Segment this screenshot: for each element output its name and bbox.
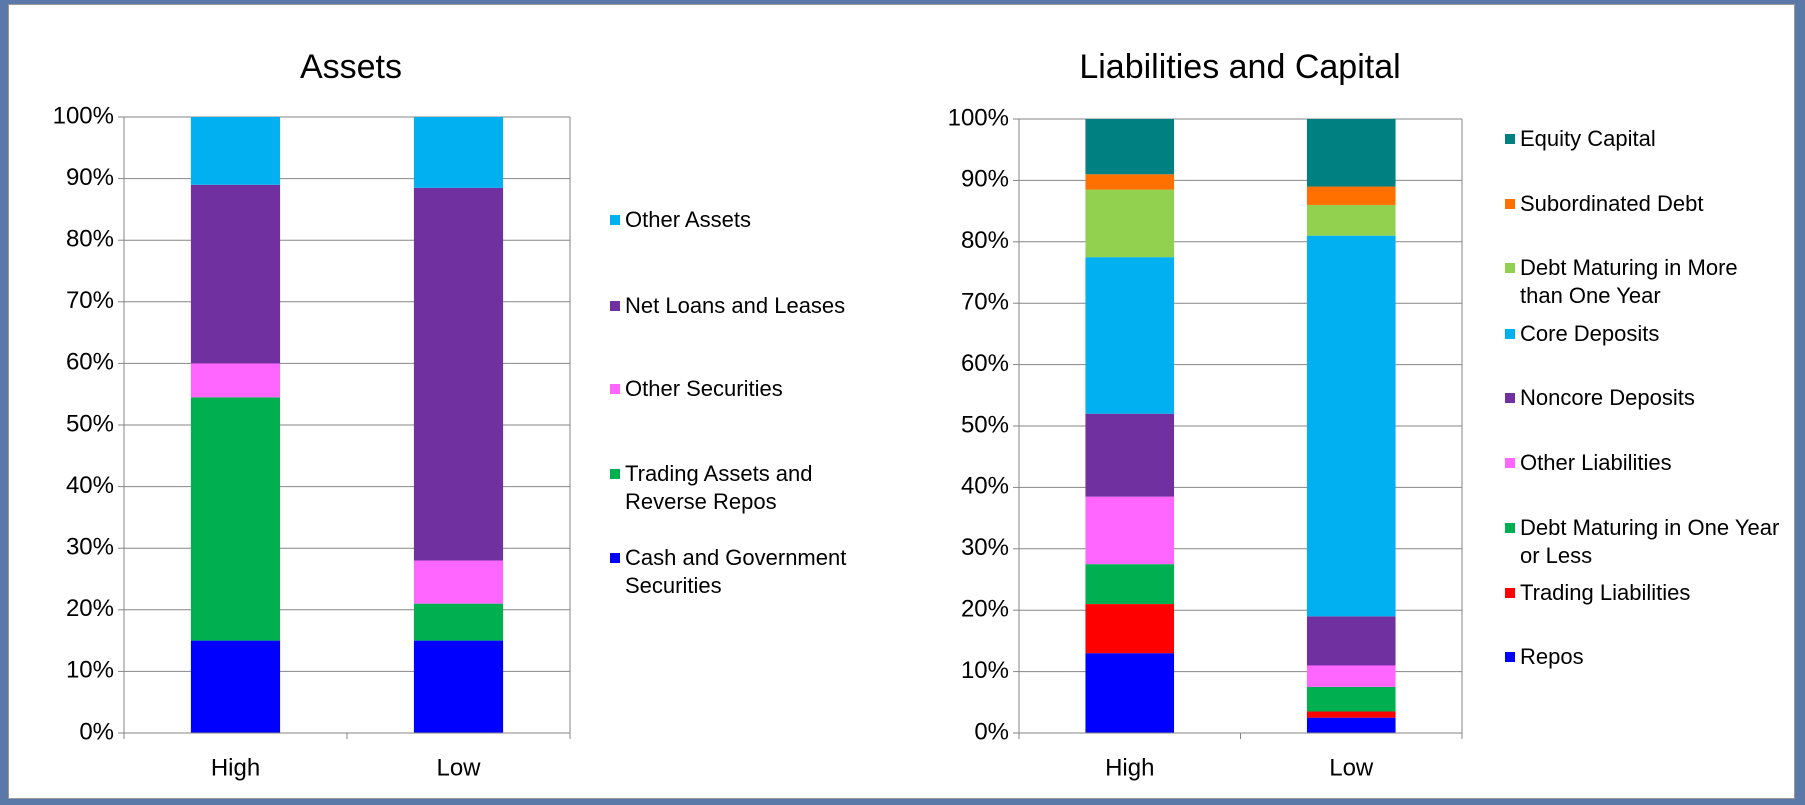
bar-segment <box>413 117 504 188</box>
legend-label: Repos <box>1520 644 1584 669</box>
bar-segment <box>1085 496 1175 565</box>
legend-swatch <box>1505 393 1515 403</box>
legend-label: Net Loans and Leases <box>625 293 846 318</box>
bar-segment <box>413 187 504 561</box>
legend-label: Trading Liabilities <box>1520 580 1691 605</box>
bar-segment <box>1306 665 1396 687</box>
legend-label: Noncore Deposits <box>1520 385 1695 410</box>
legend-swatch <box>1505 263 1515 273</box>
bar-segment <box>190 397 281 641</box>
bar-segment <box>1306 616 1396 666</box>
x-tick-label: Low <box>436 754 481 781</box>
legend-swatch <box>1505 329 1515 339</box>
chart-title: Liabilities and Capital <box>1079 48 1400 86</box>
y-tick-label: 40% <box>961 473 1009 500</box>
y-tick-label: 50% <box>66 410 114 437</box>
y-tick-label: 80% <box>961 227 1009 254</box>
y-tick-label: 0% <box>79 718 114 745</box>
y-tick-label: 60% <box>66 349 114 376</box>
y-tick-label: 50% <box>961 411 1009 438</box>
y-tick-label: 60% <box>961 350 1009 377</box>
legend-label: Other Liabilities <box>1520 450 1672 475</box>
bar-segment <box>190 184 281 364</box>
bar-segment <box>1085 174 1175 190</box>
bar-segment <box>190 363 281 398</box>
bar-segment <box>1085 119 1175 175</box>
legend-swatch <box>1505 588 1515 598</box>
y-tick-label: 40% <box>66 472 114 499</box>
legend-swatch <box>610 215 620 225</box>
bar-segment <box>1306 235 1396 617</box>
y-tick-label: 10% <box>961 657 1009 684</box>
x-tick-label: High <box>211 754 260 781</box>
legend-swatch <box>1505 199 1515 209</box>
bar-segment <box>190 117 281 185</box>
legend-label: Subordinated Debt <box>1520 191 1704 216</box>
chart-frame <box>8 4 1795 799</box>
legend-swatch <box>610 469 620 479</box>
legend-label: Equity Capital <box>1520 126 1656 151</box>
legend-swatch <box>610 384 620 394</box>
y-tick-label: 20% <box>961 596 1009 623</box>
legend-swatch <box>610 301 620 311</box>
x-tick-label: Low <box>1329 754 1374 781</box>
legend-swatch <box>1505 652 1515 662</box>
legend-swatch <box>1505 458 1515 468</box>
y-tick-label: 100% <box>948 104 1009 131</box>
y-tick-label: 20% <box>66 595 114 622</box>
y-tick-label: 100% <box>53 102 114 129</box>
legend-swatch <box>610 553 620 563</box>
x-tick-label: High <box>1105 754 1154 781</box>
bar-segment <box>1085 604 1175 654</box>
bar-segment <box>1085 413 1175 497</box>
legend-label: Debt Maturing in More than One Year <box>1520 255 1738 308</box>
legend-swatch <box>1505 523 1515 533</box>
bar-segment <box>1306 186 1396 205</box>
bar-segment <box>1306 204 1396 236</box>
legend-label: Cash and Government Securities <box>625 545 847 598</box>
y-tick-label: 90% <box>961 166 1009 193</box>
bar-segment <box>1085 653 1175 733</box>
y-tick-label: 30% <box>66 534 114 561</box>
y-tick-label: 90% <box>66 164 114 191</box>
bar-segment <box>413 560 504 604</box>
legend-label: Core Deposits <box>1520 321 1660 346</box>
bar-segment <box>1306 686 1396 712</box>
bar-segment <box>413 603 504 641</box>
bar-segment <box>1085 564 1175 605</box>
bar-segment <box>413 640 504 733</box>
chart-title: Assets <box>300 48 402 86</box>
bar-segment <box>1306 717 1396 733</box>
y-tick-label: 70% <box>961 289 1009 316</box>
bar-segment <box>1085 257 1175 414</box>
legend-label: Other Assets <box>625 207 751 232</box>
bar-segment <box>1306 711 1396 718</box>
y-tick-label: 0% <box>974 718 1009 745</box>
bar-segment <box>1306 119 1396 187</box>
legend-label: Other Securities <box>625 376 783 401</box>
legend-label: Trading Assets and Reverse Repos <box>625 461 813 514</box>
bar-segment <box>190 640 281 733</box>
bar-segment <box>1085 189 1175 258</box>
y-tick-label: 70% <box>66 287 114 314</box>
legend-swatch <box>1505 134 1515 144</box>
y-tick-label: 10% <box>66 657 114 684</box>
legend-label: Debt Maturing in One Year or Less <box>1520 515 1780 568</box>
y-tick-label: 80% <box>66 226 114 253</box>
y-tick-label: 30% <box>961 534 1009 561</box>
